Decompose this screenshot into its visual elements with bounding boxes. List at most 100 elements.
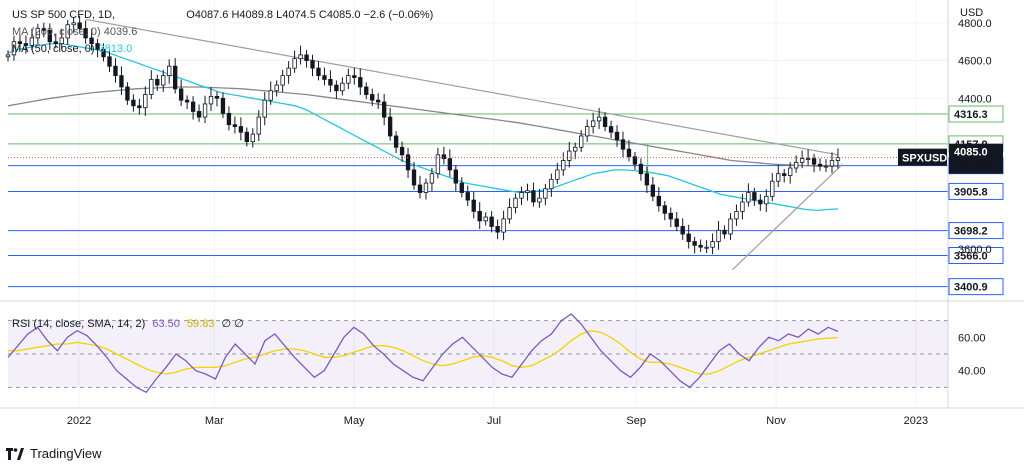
ma50-legend: MA (50, close, 0) 3813.0	[12, 42, 136, 56]
candle-body	[417, 184, 423, 193]
candle-body	[507, 207, 512, 220]
countdown-label: 16:18:35	[954, 161, 997, 173]
last-price-label: 4085.0	[954, 147, 988, 159]
candle-body	[83, 28, 88, 39]
candle-body	[835, 157, 841, 161]
candle-body	[322, 75, 327, 80]
candle-body	[232, 124, 238, 127]
candles: 4085.0 16:18:35 SPXUSD	[5, 15, 1003, 255]
candle-body	[501, 218, 506, 233]
candle-body	[41, 28, 47, 31]
candle-body	[662, 205, 667, 214]
candle-body	[214, 95, 220, 99]
rsi-extra: ∅ ∅	[221, 318, 244, 330]
x-tick-label: Nov	[766, 415, 786, 427]
candle-body	[799, 158, 805, 163]
candle-body	[477, 210, 482, 222]
x-tick-label: Jul	[487, 415, 501, 427]
candle-body	[716, 229, 721, 242]
level-tag-box	[948, 182, 1004, 200]
candle-body	[340, 82, 345, 92]
tradingview-brand[interactable]: TradingView	[6, 446, 102, 461]
rsi-band-fill	[8, 320, 948, 388]
candle-body	[202, 103, 208, 118]
candle-body	[483, 216, 488, 222]
x-tick-label: May	[344, 415, 365, 427]
candle-body	[328, 79, 333, 86]
candle-body	[59, 37, 64, 44]
level-tag-label: 4316.3	[954, 109, 988, 121]
price-tick-label: 4800.0	[958, 18, 992, 30]
candle-body	[113, 65, 118, 77]
candle-body	[465, 192, 470, 201]
candle-body	[584, 126, 590, 137]
candle-body	[453, 169, 458, 184]
candle-body	[334, 84, 339, 92]
candle-body	[310, 60, 315, 69]
candle-body	[471, 199, 476, 212]
candle-body	[543, 188, 548, 199]
last-price-tag-box	[949, 143, 1003, 174]
level-tag-box	[948, 278, 1004, 296]
candle-body	[47, 29, 52, 43]
level-tag-label: 3400.9	[954, 282, 988, 294]
candle-body	[513, 197, 518, 209]
currency-label: USD	[960, 7, 983, 19]
candle-body	[220, 97, 226, 114]
brand-name: TradingView	[30, 446, 102, 461]
x-tick-label: 2023	[904, 415, 928, 427]
candle-body	[656, 195, 662, 207]
candle-body	[352, 75, 357, 78]
candle-body	[107, 56, 112, 67]
level-tag-box	[948, 222, 1004, 240]
candle-body	[776, 173, 781, 182]
candle-body	[608, 126, 614, 133]
candle-body	[644, 173, 650, 186]
candle-body	[411, 169, 417, 186]
candle-body	[358, 77, 363, 88]
rsi-lines	[7, 313, 839, 394]
candle-body	[190, 101, 196, 112]
candle-body	[686, 233, 691, 242]
candle-body	[376, 99, 381, 103]
candle-body	[602, 116, 608, 127]
candle-body	[423, 182, 429, 193]
price-chart[interactable]: 4316.34157.94042.63905.83698.23566.03400…	[0, 0, 1024, 440]
candle-body	[805, 158, 811, 160]
candle-body	[555, 169, 560, 180]
level-tag-label: 3905.8	[954, 186, 988, 198]
descending-trendline	[85, 18, 839, 156]
candle-body	[155, 79, 160, 86]
candle-body	[632, 156, 638, 165]
candle-body	[531, 190, 536, 203]
moving-averages	[7, 42, 839, 212]
candle-body	[143, 94, 148, 109]
candle-body	[722, 229, 727, 235]
level-tag-label: 3566.0	[954, 251, 988, 263]
candle-body	[101, 48, 106, 58]
candle-body	[292, 58, 297, 69]
candle-body	[638, 163, 644, 175]
ma50-line	[7, 42, 839, 212]
candle-body	[250, 133, 255, 143]
candle-body	[29, 37, 35, 46]
candle-body	[770, 180, 775, 197]
x-tick-label: Sep	[626, 415, 646, 427]
candle-body	[381, 101, 387, 118]
candle-body	[429, 173, 435, 184]
rsi-tick-label: 60.00	[958, 332, 986, 344]
ma200-legend: MA (200, close, 0) 4039.6	[12, 26, 138, 38]
candle-body	[17, 41, 23, 44]
candle-body	[680, 226, 685, 235]
candle-body	[119, 75, 124, 88]
candle-body	[173, 65, 178, 90]
ohlc-readout: O4087.6 H4089.8 L4074.5 C4085.0 −2.6 (−0…	[186, 9, 434, 21]
candle-body	[196, 111, 202, 118]
ma200-line	[7, 86, 839, 167]
candle-body	[674, 218, 679, 227]
candle-body	[817, 163, 823, 167]
candle-body	[364, 86, 369, 95]
candle-body	[704, 246, 709, 249]
candle-body	[53, 41, 58, 44]
candle-body	[35, 28, 41, 39]
